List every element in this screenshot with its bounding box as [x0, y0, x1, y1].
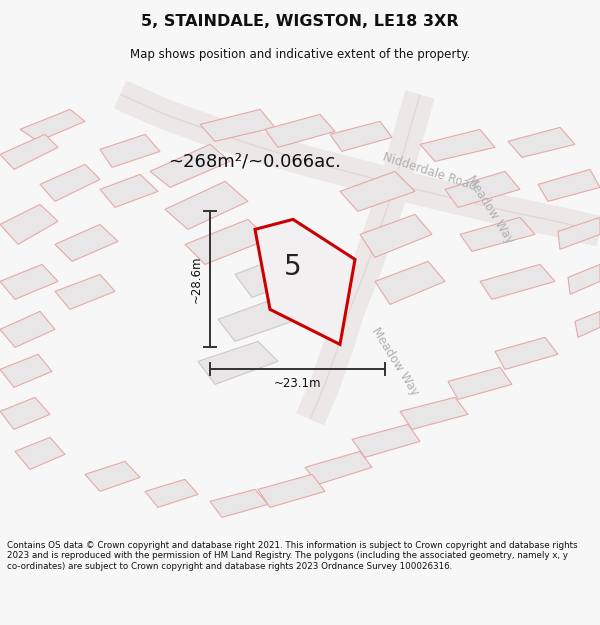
Polygon shape	[20, 109, 85, 141]
Text: ~28.6m: ~28.6m	[190, 256, 203, 303]
Polygon shape	[460, 217, 535, 251]
Polygon shape	[352, 424, 420, 458]
Polygon shape	[185, 219, 268, 264]
Text: Nidderdale Road: Nidderdale Road	[382, 150, 478, 192]
Polygon shape	[0, 204, 58, 244]
Polygon shape	[0, 264, 58, 299]
Polygon shape	[85, 461, 140, 491]
Polygon shape	[568, 264, 600, 294]
Polygon shape	[258, 474, 325, 508]
Polygon shape	[100, 134, 160, 168]
Polygon shape	[480, 264, 555, 299]
Polygon shape	[150, 144, 230, 188]
Polygon shape	[575, 311, 600, 338]
Polygon shape	[200, 109, 275, 141]
Polygon shape	[100, 174, 158, 208]
Text: Meadow Way: Meadow Way	[464, 173, 516, 246]
Text: Meadow Way: Meadow Way	[369, 325, 421, 398]
Polygon shape	[15, 438, 65, 469]
Text: 5, STAINDALE, WIGSTON, LE18 3XR: 5, STAINDALE, WIGSTON, LE18 3XR	[141, 14, 459, 29]
Polygon shape	[55, 274, 115, 309]
Polygon shape	[508, 127, 575, 158]
Polygon shape	[375, 261, 445, 304]
Text: 5: 5	[284, 253, 301, 281]
Polygon shape	[55, 224, 118, 261]
Polygon shape	[360, 214, 432, 258]
Polygon shape	[165, 181, 248, 229]
Polygon shape	[198, 341, 278, 384]
Polygon shape	[0, 354, 52, 388]
Text: ~268m²/~0.066ac.: ~268m²/~0.066ac.	[169, 152, 341, 171]
Polygon shape	[305, 451, 372, 484]
Polygon shape	[235, 251, 315, 298]
Polygon shape	[400, 398, 468, 429]
Polygon shape	[145, 479, 198, 508]
Polygon shape	[218, 298, 298, 341]
Polygon shape	[0, 398, 50, 429]
Polygon shape	[265, 114, 335, 148]
Text: Map shows position and indicative extent of the property.: Map shows position and indicative extent…	[130, 48, 470, 61]
Polygon shape	[340, 171, 415, 211]
Text: ~23.1m: ~23.1m	[274, 377, 321, 390]
Polygon shape	[445, 171, 520, 208]
Polygon shape	[448, 368, 512, 399]
Polygon shape	[330, 121, 392, 151]
Polygon shape	[420, 129, 495, 161]
Text: Contains OS data © Crown copyright and database right 2021. This information is : Contains OS data © Crown copyright and d…	[7, 541, 578, 571]
Polygon shape	[0, 311, 55, 348]
Polygon shape	[0, 134, 58, 169]
Polygon shape	[40, 164, 100, 201]
Polygon shape	[255, 219, 355, 344]
Polygon shape	[538, 169, 600, 201]
Polygon shape	[210, 489, 268, 518]
Polygon shape	[558, 217, 600, 249]
Polygon shape	[495, 338, 558, 369]
